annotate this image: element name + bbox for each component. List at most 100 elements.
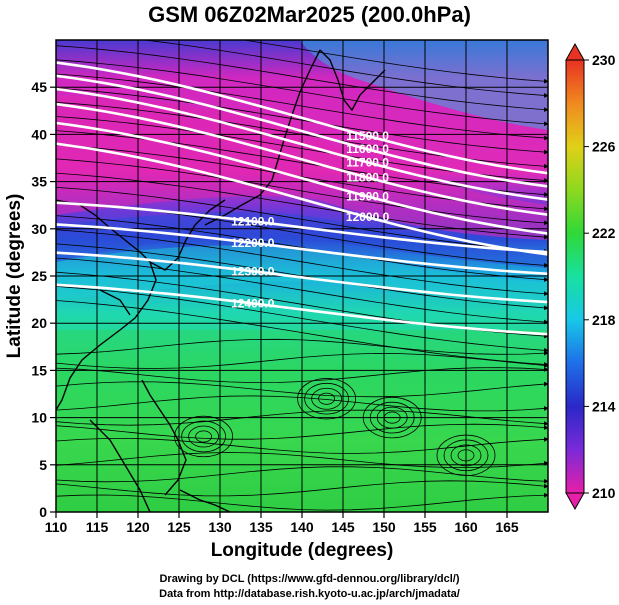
streamline	[56, 466, 548, 484]
streamline	[56, 158, 548, 226]
streamline	[56, 73, 548, 141]
streamline	[56, 286, 548, 353]
chart-title: GSM 06Z02Mar2025 (200.0hPa)	[148, 2, 471, 27]
y-axis: 0 5 10 15 20 25 30 35 40 45	[31, 79, 56, 520]
contour-label: 11500.0	[346, 129, 389, 143]
colorbar: 230 226 222 218 214 210	[565, 42, 616, 511]
eddy-streamline	[376, 406, 408, 429]
y-tick-label: 40	[31, 126, 47, 142]
y-tick-label: 25	[31, 268, 47, 284]
contour-label: 12000.0	[346, 210, 390, 224]
streamline	[56, 45, 548, 112]
x-axis-label: Longitude (degrees)	[211, 540, 394, 561]
eddy-streamline	[383, 411, 401, 424]
eddy-streamline	[318, 392, 336, 405]
colorbar-tick-label: 226	[592, 139, 616, 155]
eddy-streamline	[436, 434, 496, 477]
eddy-streamline	[174, 415, 234, 458]
x-tick-label: 150	[372, 519, 396, 535]
contour-label: 11800.0	[346, 171, 389, 185]
contour-label: 12400.0	[231, 296, 275, 310]
x-tick-label: 165	[495, 519, 519, 535]
eddy-streamline	[304, 382, 350, 415]
eddy-streamline	[181, 420, 227, 453]
streamline	[56, 186, 548, 254]
streamline	[56, 352, 548, 369]
eddy-streamline	[362, 396, 422, 439]
y-tick-label: 20	[31, 315, 47, 331]
streamline	[141, 40, 548, 98]
streamline	[56, 243, 548, 311]
contour-label: 12200.0	[231, 236, 275, 250]
streamline	[56, 366, 548, 384]
streamline	[56, 480, 548, 497]
contour-line	[56, 102, 548, 216]
y-tick-label: 0	[39, 504, 47, 520]
y-tick-label: 45	[31, 79, 47, 95]
y-tick-label: 10	[31, 410, 47, 426]
contour-line	[56, 223, 548, 276]
contour-line	[56, 121, 548, 235]
eddy-streamline	[311, 387, 343, 410]
northeast-region	[300, 40, 548, 130]
x-tick-label: 145	[331, 519, 355, 535]
streamline	[56, 338, 548, 356]
eddy-streamline	[443, 439, 489, 472]
colorbar-min-arrow	[565, 492, 585, 511]
x-tick-label: 120	[126, 519, 150, 535]
contour-line	[56, 251, 548, 304]
colorbar-tick-label: 218	[592, 312, 616, 328]
colorbar-tick-label: 222	[592, 225, 616, 241]
colorbar-tick-label: 210	[592, 485, 616, 501]
streamline	[56, 452, 548, 468]
y-tick-label: 15	[31, 362, 47, 378]
eddy-streamline	[188, 425, 220, 448]
streamline	[56, 59, 548, 127]
contour-line	[56, 61, 548, 175]
contour-line	[56, 87, 548, 201]
streamline	[56, 492, 548, 511]
y-tick-label: 5	[39, 457, 47, 473]
streamline	[56, 437, 548, 454]
streamline	[56, 229, 548, 297]
colorbar-tick-label: 214	[592, 398, 616, 414]
streamline	[56, 395, 548, 412]
y-tick-label: 30	[31, 221, 47, 237]
credit-drawing: Drawing by DCL (https://www.gfd-dennou.o…	[159, 573, 460, 585]
streamline	[56, 381, 548, 398]
eddy-streamline	[195, 430, 213, 443]
contour-line	[56, 74, 548, 188]
streamline	[56, 172, 548, 240]
y-tick-label: 35	[31, 174, 47, 190]
contour-label: 11900.0	[346, 189, 389, 203]
streamline	[241, 40, 548, 84]
contour-line	[56, 283, 548, 336]
eddy-streamline	[297, 378, 357, 420]
credit-data: Data from http://database.rish.kyoto-u.a…	[159, 588, 460, 600]
colorbar-gradient	[565, 59, 585, 494]
contour-label: 11600.0	[346, 142, 389, 156]
streamline	[56, 300, 548, 367]
contour-line	[56, 142, 548, 256]
contour-label: 12100.0	[231, 214, 275, 228]
streamline	[56, 257, 548, 325]
streamline	[56, 423, 548, 440]
eddy-streamline	[369, 401, 415, 434]
x-tick-label: 115	[86, 519, 109, 535]
x-tick-label: 135	[249, 519, 273, 535]
eddy-streamline	[457, 449, 475, 462]
x-tick-label: 140	[290, 519, 314, 535]
contour-label: 12300.0	[231, 264, 275, 278]
contour-lines	[56, 61, 548, 336]
streamline	[56, 87, 548, 155]
colorbar-max-arrow	[565, 42, 585, 61]
x-tick-label: 130	[208, 519, 232, 535]
y-axis-label: Latitude (degrees)	[4, 194, 25, 359]
x-tick-label: 110	[45, 519, 68, 535]
eddy-streamline	[450, 444, 482, 467]
streamline	[56, 409, 548, 426]
x-tick-label: 155	[413, 519, 437, 535]
